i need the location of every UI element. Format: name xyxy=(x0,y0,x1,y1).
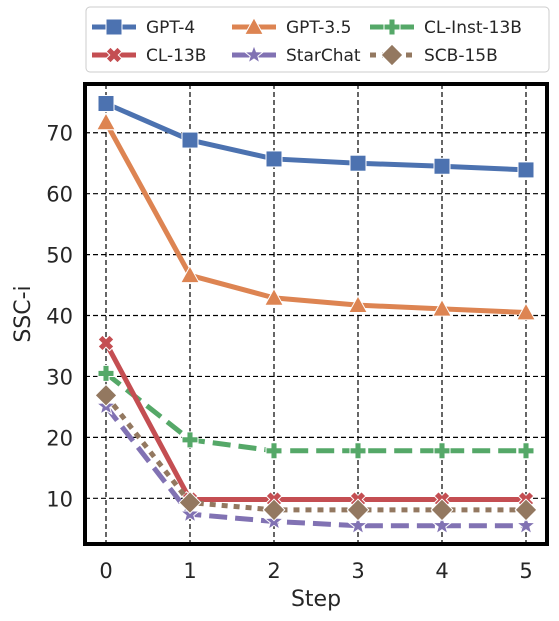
legend-entry: CL-13B xyxy=(92,46,206,66)
data-point xyxy=(514,498,538,522)
y-tick-label: 30 xyxy=(46,365,73,389)
y-tick-label: 40 xyxy=(46,305,73,329)
legend-entry: StarChat xyxy=(232,43,361,66)
y-tick-label: 70 xyxy=(46,122,73,146)
data-point xyxy=(178,491,202,515)
data-point xyxy=(383,18,401,36)
legend-entry: SCB-15B xyxy=(370,43,498,67)
data-point xyxy=(517,442,535,460)
data-point xyxy=(262,498,286,522)
y-axis-ticks: 10 20 30 40 50 60 70 xyxy=(46,122,73,512)
data-point xyxy=(347,514,369,535)
series-layer xyxy=(94,94,538,535)
data-point xyxy=(347,294,369,314)
data-point xyxy=(265,442,283,460)
legend-label: CL-13B xyxy=(146,46,206,66)
y-tick-label: 20 xyxy=(46,426,73,450)
x-tick-label: 0 xyxy=(99,559,112,583)
data-point xyxy=(433,442,451,460)
legend-entry: GPT-4 xyxy=(92,18,195,38)
x-tick-label: 3 xyxy=(351,559,364,583)
x-axis-label: Step xyxy=(291,587,341,612)
series-line xyxy=(104,393,526,513)
legend-label: SCB-15B xyxy=(424,46,498,66)
x-axis-ticks: 0 1 2 3 4 5 xyxy=(99,559,532,583)
legend-entry: GPT-3.5 xyxy=(232,16,351,38)
data-point xyxy=(179,265,201,284)
data-point xyxy=(265,150,283,168)
data-point xyxy=(515,514,537,535)
data-point xyxy=(430,498,454,522)
series-gpt-4 xyxy=(97,94,535,179)
series-line xyxy=(105,101,527,173)
series-line xyxy=(104,404,526,529)
data-point xyxy=(97,334,115,352)
legend-label: GPT-4 xyxy=(146,18,195,38)
legend-entry: CL-Inst-13B xyxy=(370,18,522,38)
series-line xyxy=(103,341,526,503)
data-point xyxy=(243,43,265,64)
data-point xyxy=(97,94,115,112)
data-point xyxy=(97,364,115,382)
data-point xyxy=(94,383,118,407)
legend-label: GPT-3.5 xyxy=(286,18,351,38)
data-point xyxy=(433,157,451,175)
data-point xyxy=(346,498,370,522)
series-cl-inst-13b xyxy=(97,364,535,460)
legend-box xyxy=(85,6,550,73)
x-tick-label: 5 xyxy=(519,559,532,583)
data-point xyxy=(431,298,453,317)
data-point xyxy=(349,154,367,172)
data-point xyxy=(263,287,285,306)
data-point xyxy=(181,131,199,149)
x-tick-label: 2 xyxy=(267,559,280,583)
data-point xyxy=(349,442,367,460)
y-tick-label: 60 xyxy=(46,183,73,207)
data-point xyxy=(181,431,199,449)
data-point xyxy=(105,18,123,36)
legend-label: StarChat xyxy=(286,46,361,66)
plot-frame xyxy=(83,82,549,546)
legend: GPT-4 GPT-3.5 CL-Inst-13B CL-13B StarChat SCB… xyxy=(85,6,550,73)
series-scb-15b xyxy=(94,383,538,522)
data-point xyxy=(431,514,453,535)
data-point xyxy=(105,46,123,64)
y-tick-label: 50 xyxy=(46,244,73,268)
series-line xyxy=(104,371,526,454)
x-tick-label: 4 xyxy=(435,559,448,583)
data-point xyxy=(517,161,535,179)
legend-label: CL-Inst-13B xyxy=(424,18,522,38)
y-axis-label: SSC-i xyxy=(11,285,36,342)
data-point xyxy=(515,302,537,321)
x-tick-label: 1 xyxy=(183,559,196,583)
data-point xyxy=(380,43,404,67)
series-line xyxy=(103,121,527,315)
y-tick-label: 10 xyxy=(46,487,73,511)
grid xyxy=(85,84,547,544)
series-gpt-3-5 xyxy=(95,112,537,321)
data-point xyxy=(243,16,265,35)
data-point xyxy=(95,112,117,131)
